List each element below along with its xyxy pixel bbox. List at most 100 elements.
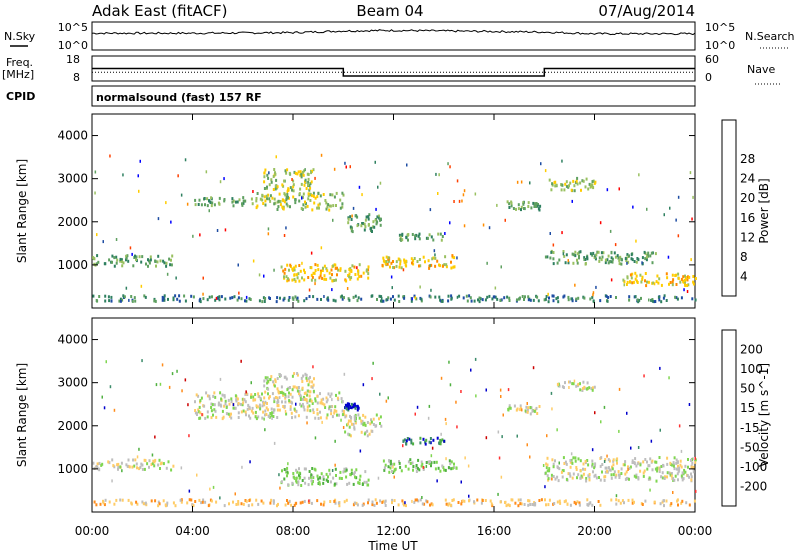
- range-cell: [360, 274, 363, 278]
- range-speckle: [603, 460, 606, 463]
- range-cell: [686, 284, 689, 287]
- range-cell: [643, 250, 646, 254]
- range-cell: [236, 298, 239, 302]
- range-cell: [568, 184, 570, 188]
- range-cell: [387, 257, 390, 261]
- range-cell: [515, 408, 518, 412]
- range-cell: [134, 254, 136, 258]
- range-cell: [627, 465, 629, 469]
- range-cell: [298, 279, 301, 283]
- range-cell: [167, 460, 170, 464]
- range-cell: [139, 465, 142, 469]
- range-cell: [309, 199, 312, 202]
- range-cell: [428, 233, 431, 237]
- range-cell: [527, 298, 530, 302]
- range-cell: [338, 413, 340, 417]
- range-cell: [200, 501, 203, 505]
- range-cell: [293, 266, 296, 270]
- range-cell: [233, 295, 236, 299]
- range-cell: [310, 475, 312, 479]
- range-speckle: [678, 424, 681, 428]
- range-cell: [119, 299, 122, 303]
- range-cell: [305, 202, 307, 206]
- range-cell: [481, 298, 484, 302]
- range-cell: [673, 478, 676, 482]
- range-speckle: [109, 154, 111, 158]
- range-cell: [545, 295, 548, 298]
- range-cell: [661, 471, 664, 475]
- range-cell: [230, 397, 233, 401]
- range-cell: [268, 197, 271, 201]
- range-cell: [643, 469, 646, 473]
- range-cell: [478, 300, 481, 304]
- range-cell: [657, 295, 660, 299]
- range-speckle: [447, 162, 449, 166]
- range-cell: [419, 498, 422, 502]
- range-cell: [322, 266, 324, 270]
- range-cell: [307, 181, 310, 184]
- range-speckle: [649, 488, 651, 492]
- range-cell: [556, 475, 559, 479]
- range-cell: [370, 294, 373, 298]
- range-cell: [273, 168, 276, 171]
- range-cell: [130, 295, 133, 298]
- range-cell: [236, 200, 239, 204]
- range-cell: [651, 468, 654, 472]
- range-cell: [524, 295, 526, 299]
- range-cell: [613, 251, 616, 255]
- range-speckle: [332, 218, 334, 222]
- range-cell: [357, 269, 359, 273]
- range-cell: [447, 466, 450, 470]
- range-speckle: [202, 276, 204, 280]
- range-cell: [561, 183, 564, 187]
- range-cell: [405, 264, 408, 268]
- range-cell: [224, 402, 227, 406]
- range-cell: [398, 265, 401, 269]
- range-cell: [349, 473, 352, 476]
- range-cell: [300, 404, 303, 408]
- range-speckle: [637, 446, 640, 449]
- range-speckle: [433, 249, 436, 253]
- range-speckle: [683, 288, 685, 292]
- range-cell: [611, 465, 613, 469]
- range-cell: [303, 467, 306, 471]
- range-cell: [336, 273, 338, 277]
- range-cell: [117, 462, 120, 466]
- power-panel-frame: [91, 113, 696, 309]
- range-cell: [93, 500, 96, 504]
- range-cell: [679, 459, 682, 463]
- range-cell: [448, 459, 451, 463]
- range-cell: [313, 271, 316, 275]
- range-speckle: [381, 296, 383, 300]
- range-cell: [133, 296, 136, 300]
- range-cell: [170, 263, 173, 267]
- range-cell: [663, 294, 666, 298]
- range-cell: [243, 398, 246, 402]
- range-cell: [572, 472, 575, 476]
- range-cell: [669, 503, 672, 507]
- range-cell: [138, 467, 141, 471]
- range-cell: [571, 252, 574, 256]
- range-cell: [588, 182, 591, 186]
- range-cell: [341, 294, 343, 298]
- range-cell: [536, 295, 539, 299]
- range-cell: [523, 503, 526, 506]
- range-cell: [353, 426, 356, 430]
- range-cell: [204, 500, 207, 504]
- range-cell: [503, 296, 506, 300]
- range-speckle: [362, 383, 365, 387]
- range-cell: [297, 299, 300, 303]
- range-cell: [92, 256, 95, 260]
- range-speckle: [659, 366, 661, 370]
- range-cell: [301, 397, 304, 401]
- range-cell: [335, 482, 338, 486]
- range-cell: [289, 205, 291, 209]
- range-speckle: [384, 501, 386, 505]
- range-speckle: [361, 193, 363, 197]
- range-cell: [262, 410, 265, 414]
- range-cell: [307, 183, 310, 187]
- range-cell: [413, 294, 416, 298]
- range-cell: [245, 413, 247, 417]
- range-cell: [311, 208, 314, 212]
